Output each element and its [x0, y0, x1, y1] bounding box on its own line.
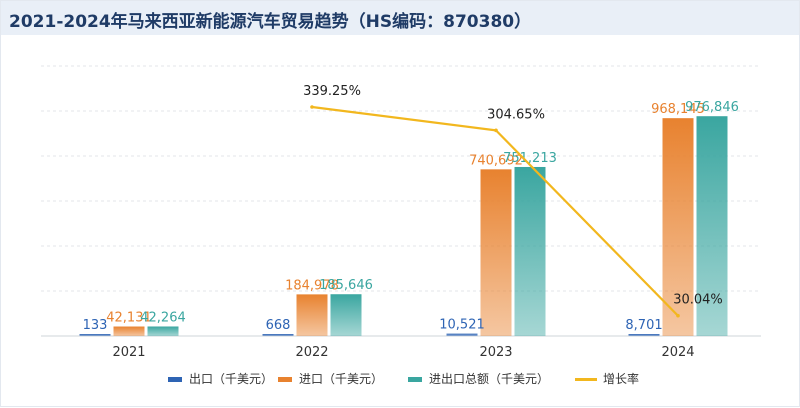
bar-1-2021 [113, 326, 145, 336]
legend-swatch [575, 378, 597, 381]
bar-1-2022 [296, 294, 328, 336]
legend-swatch [278, 377, 292, 382]
bar-data-label: 10,521 [439, 318, 485, 333]
growth-rate-label: 339.25% [303, 84, 361, 99]
legend-swatch [168, 377, 182, 382]
growth-rate-point [676, 313, 680, 318]
legend-swatch [408, 377, 422, 382]
bar-1-2023 [480, 169, 512, 336]
bar-1-2024 [662, 118, 694, 336]
growth-rate-point [494, 128, 498, 133]
legend-label: 增长率 [603, 371, 639, 386]
x-tick-label: 2024 [661, 345, 694, 360]
bar-2-2023 [514, 166, 546, 336]
legend-label: 进口（千美元） [299, 372, 383, 386]
bar-data-label: 133 [83, 318, 108, 333]
chart-header: 2021-2024年马来西亚新能源汽车贸易趋势（HS编码：870380） [1, 1, 799, 35]
legend-label: 出口（千美元） [189, 372, 273, 386]
bar-0-2021 [79, 334, 111, 336]
x-tick-label: 2023 [479, 345, 512, 360]
bar-data-label: 976,846 [685, 100, 739, 115]
chart-title: 2021-2024年马来西亚新能源汽车贸易趋势（HS编码：870380） [9, 12, 532, 32]
bar-2-2021 [147, 326, 179, 336]
x-tick-label: 2021 [112, 345, 145, 360]
bar-data-label: 751,213 [503, 151, 557, 166]
bar-data-label: 8,701 [625, 318, 662, 333]
bar-data-label: 42,264 [140, 310, 186, 325]
bar-2-2024 [696, 116, 728, 336]
growth-rate-point [310, 105, 314, 109]
bar-data-label: 184,978 [285, 278, 339, 293]
bar-0-2023 [446, 333, 478, 336]
legend-label: 进出口总额（千美元） [429, 372, 549, 386]
bar-data-label: 740,692 [469, 153, 523, 168]
growth-rate-label: 304.65% [487, 107, 545, 122]
bar-0-2024 [628, 334, 660, 336]
bar-0-2022 [262, 334, 294, 336]
bar-data-label: 968,145 [651, 102, 705, 117]
bar-2-2022 [330, 294, 362, 336]
bar-data-label: 42,131 [106, 311, 152, 326]
bar-data-label: 668 [266, 318, 291, 333]
growth-rate-label: 30.04% [673, 293, 723, 308]
bar-data-label: 185,646 [319, 278, 373, 293]
x-tick-label: 2022 [295, 345, 328, 360]
